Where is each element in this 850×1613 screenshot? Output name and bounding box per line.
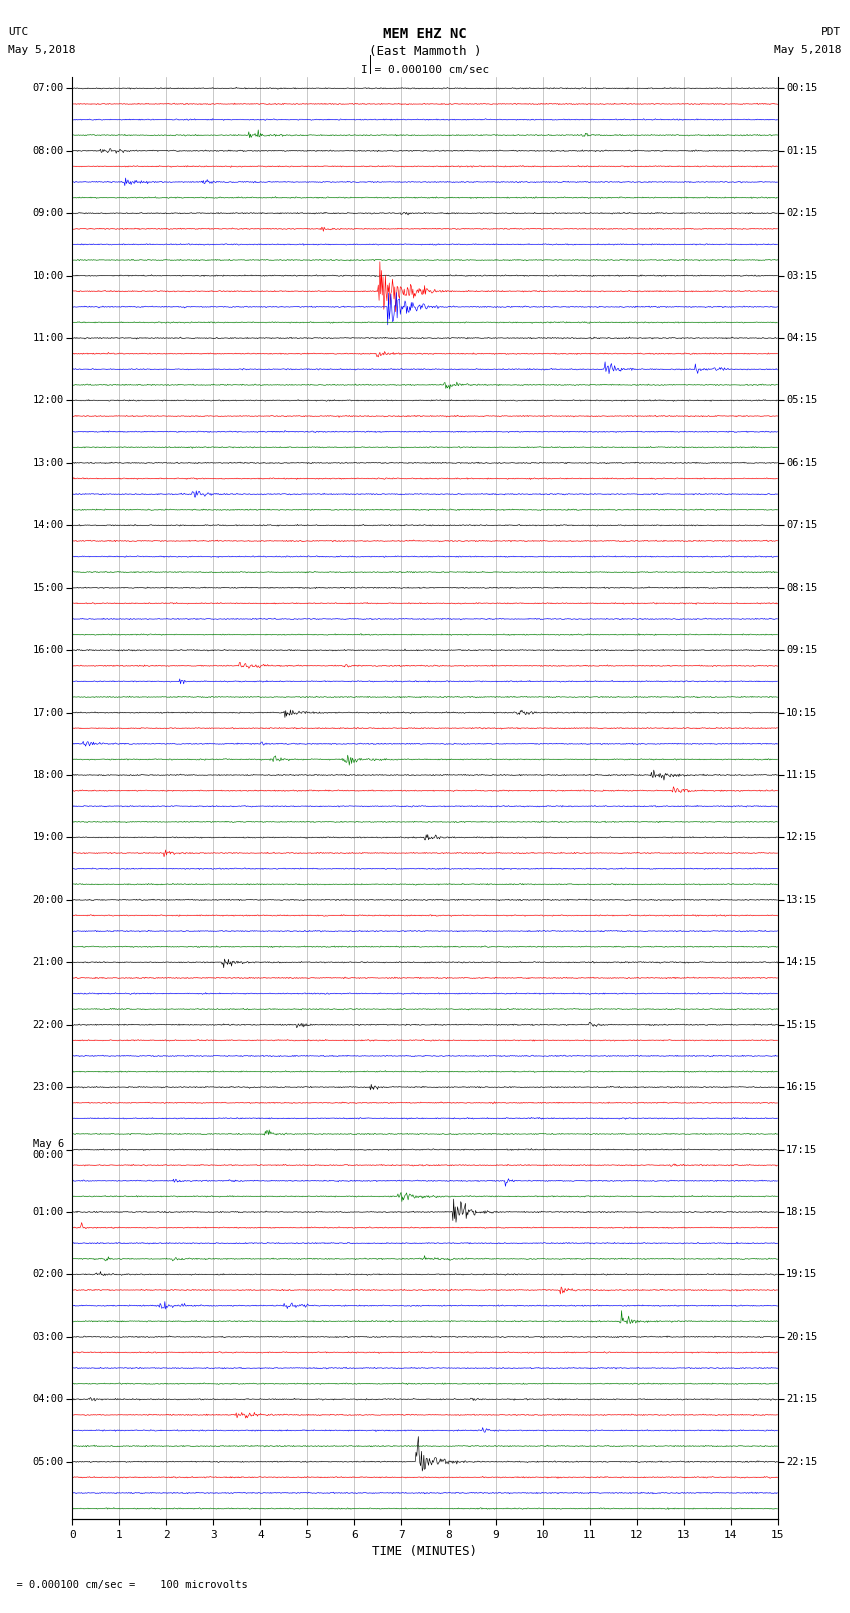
- Text: UTC: UTC: [8, 27, 29, 37]
- X-axis label: TIME (MINUTES): TIME (MINUTES): [372, 1545, 478, 1558]
- Text: PDT: PDT: [821, 27, 842, 37]
- Text: I = 0.000100 cm/sec: I = 0.000100 cm/sec: [361, 65, 489, 74]
- Text: May 5,2018: May 5,2018: [8, 45, 76, 55]
- Text: May 5,2018: May 5,2018: [774, 45, 842, 55]
- Text: MEM EHZ NC: MEM EHZ NC: [383, 27, 467, 42]
- Text: (East Mammoth ): (East Mammoth ): [369, 45, 481, 58]
- Text: = 0.000100 cm/sec =    100 microvolts: = 0.000100 cm/sec = 100 microvolts: [4, 1581, 248, 1590]
